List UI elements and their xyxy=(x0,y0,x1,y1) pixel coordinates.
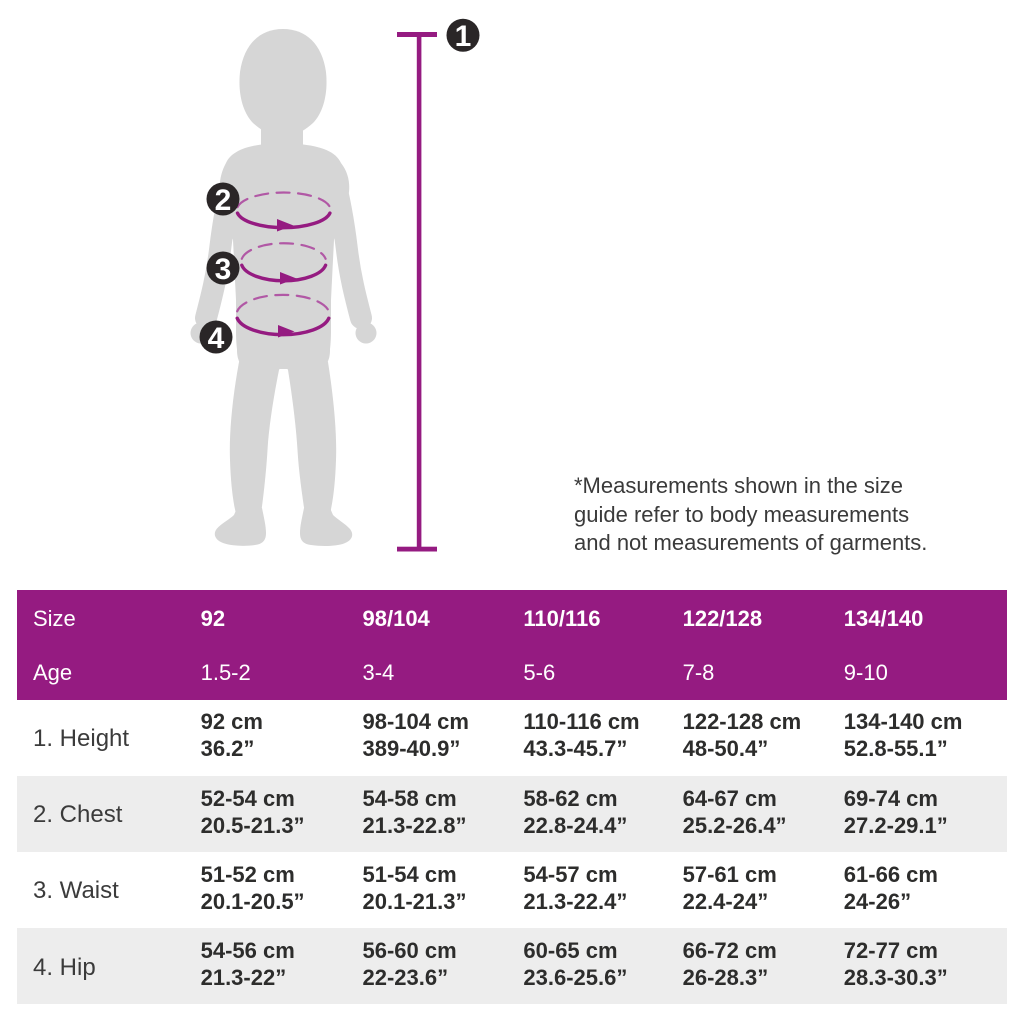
svg-text:4: 4 xyxy=(208,322,225,355)
svg-text:2: 2 xyxy=(215,184,232,217)
svg-text:3: 3 xyxy=(215,253,232,286)
svg-text:1: 1 xyxy=(455,20,472,53)
